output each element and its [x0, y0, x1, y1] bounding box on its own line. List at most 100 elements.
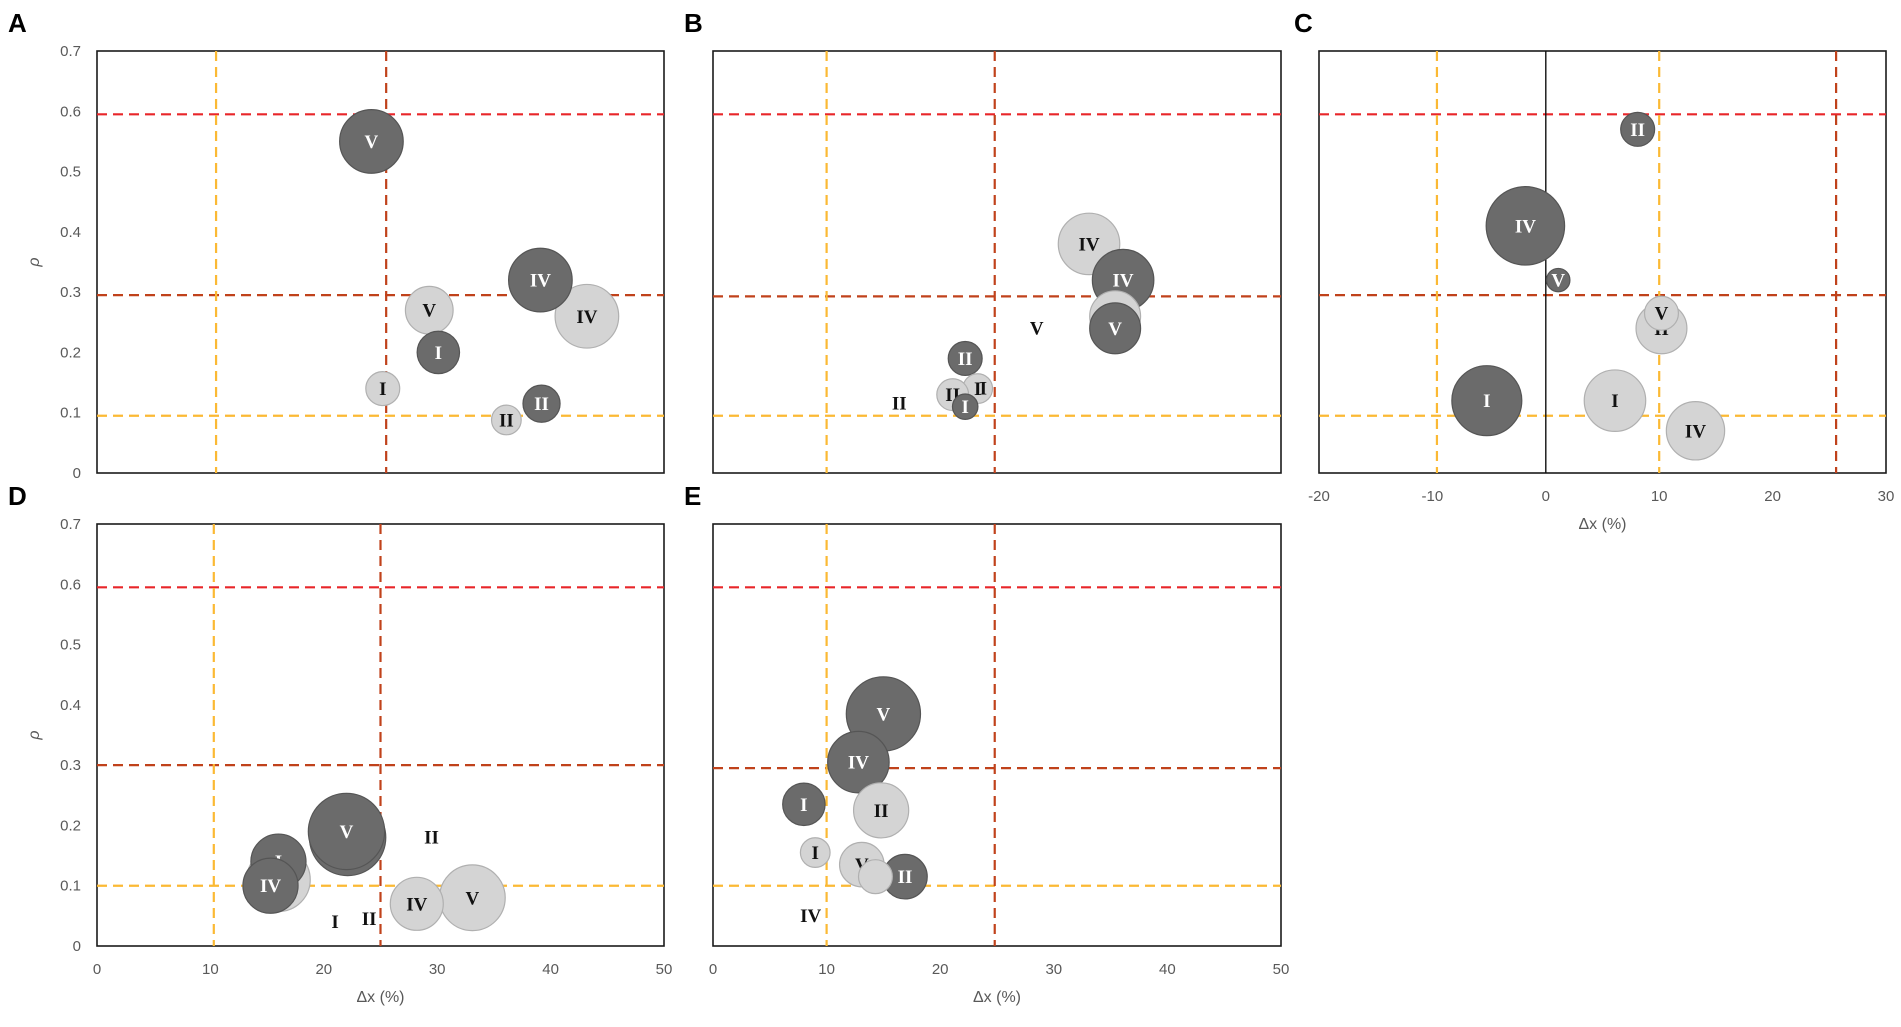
x-tick-label: 0: [93, 961, 101, 978]
y-tick-label: 0.7: [60, 43, 81, 60]
callouts: III II: [331, 827, 438, 932]
bubble-label: V: [877, 704, 891, 725]
bubble-label: V: [365, 132, 379, 153]
bubble-label: V: [340, 822, 354, 843]
callout-label: V: [1030, 318, 1044, 339]
bubble-light: [857, 859, 894, 895]
bubbles: VIVIIIIVII: [782, 676, 928, 900]
callout-label: I: [980, 379, 987, 400]
bubble-dark: [1485, 186, 1566, 266]
bubble-label: V: [1108, 319, 1122, 340]
plot-frame: [712, 50, 1282, 474]
bubble-light: [389, 876, 444, 931]
panel-letter: D: [8, 481, 27, 511]
bubble-label: I: [961, 397, 968, 418]
y-tick-label: 0.1: [60, 405, 81, 422]
x-tick-label: 50: [656, 961, 673, 978]
x-tick-label: 10: [1651, 488, 1668, 505]
y-tick-label: 0: [73, 938, 81, 955]
bubble-dark: [307, 792, 386, 871]
x-tick-label: 40: [542, 961, 559, 978]
callout-label: II: [424, 827, 439, 848]
bubble-label: IV: [1685, 421, 1706, 442]
bubble-label: V: [422, 301, 436, 322]
panel-b: BIVIVVVIIIIIIVIII: [684, 8, 1282, 474]
callouts: IV: [800, 906, 821, 927]
bubble-label: V: [1551, 271, 1565, 292]
y-tick-label: 0.2: [60, 817, 81, 834]
bubble-light: [1643, 295, 1680, 331]
x-axis-title: Δx (%): [973, 989, 1021, 1006]
bubble-dark: [947, 340, 983, 377]
bubble-dark: [522, 384, 561, 423]
bubble-light: [1665, 401, 1726, 461]
plot-frame: [712, 523, 1282, 947]
bubble-label: II: [898, 867, 913, 888]
y-tick-label: 0.2: [60, 344, 81, 361]
bubble-label: IV: [530, 271, 551, 292]
bubble-label: I: [379, 379, 386, 400]
bubble-label: I: [1483, 391, 1490, 412]
bubble-label: I: [435, 343, 442, 364]
bubble-label: V: [1655, 304, 1669, 325]
x-tick-label: 20: [1764, 488, 1781, 505]
y-tick-label: 0.6: [60, 576, 81, 593]
y-tick-label: 0.5: [60, 164, 81, 181]
bubble-light: [1583, 369, 1647, 432]
x-tick-label: -20: [1308, 488, 1330, 505]
bubble-dark: [507, 247, 573, 313]
bubbles: IVIVVVIIIIII: [936, 212, 1155, 421]
panel-letter: E: [684, 481, 701, 511]
reference-lines: [713, 51, 1281, 473]
x-tick-label: 20: [315, 961, 332, 978]
y-tick-labels: 0 0.1 0.2 0.3 0.4 0.5 0.6 0.7: [60, 516, 81, 955]
bubble-dark: [1546, 267, 1571, 293]
x-tick-label: 20: [932, 961, 949, 978]
y-axis-title: ρ: [26, 257, 43, 267]
x-tick-label: 10: [818, 961, 835, 978]
bubble-label: I: [1611, 391, 1618, 412]
x-tick-label: 30: [429, 961, 446, 978]
bubble-label: I: [800, 795, 807, 816]
bubble-dark: [416, 330, 461, 375]
callout-label: II: [892, 394, 907, 415]
bubble-label: I: [974, 379, 981, 400]
bubble-label: II: [1630, 120, 1645, 141]
y-tick-label: 0: [73, 465, 81, 482]
x-tick-labels: 0 10 20 30 40 50: [93, 961, 673, 978]
bubble-label: IV: [260, 876, 281, 897]
y-axis-title: ρ: [26, 730, 43, 740]
y-tick-label: 0.4: [60, 224, 81, 241]
bubble-label: IV: [1078, 234, 1099, 255]
bubble-dark: [1620, 111, 1656, 147]
panel-letter: B: [684, 8, 703, 38]
reference-lines: [97, 524, 664, 946]
y-tick-label: 0.1: [60, 878, 81, 895]
bubble-label: IV: [1113, 271, 1134, 292]
x-tick-label: 40: [1159, 961, 1176, 978]
bubble-label: IV: [406, 894, 427, 915]
x-tick-label: 0: [1542, 488, 1550, 505]
bubble-label: IV: [848, 753, 869, 774]
y-tick-label: 0.5: [60, 637, 81, 654]
bubble-light: [365, 371, 401, 407]
panel-d: D 0 0.1 0.2 0.3 0.4 0.5 0.6 0.7 0 10 20 30 40 50 ρ Δx (%…: [8, 481, 672, 1006]
x-tick-labels: 0 10 20 30 40 50: [709, 961, 1290, 978]
y-tick-label: 0.3: [60, 757, 81, 774]
x-tick-label: 30: [1045, 961, 1062, 978]
panel-letter: C: [1294, 8, 1313, 38]
x-axis-title: Δx (%): [1578, 516, 1626, 533]
y-tick-labels: 0 0.1 0.2 0.3 0.4 0.5 0.6 0.7: [60, 43, 81, 482]
bubble-label: II: [534, 394, 549, 415]
bubble-dark: [951, 393, 979, 421]
x-axis-title: Δx (%): [356, 989, 404, 1006]
bubble-label: IV: [1515, 216, 1536, 237]
bubble-label: IV: [576, 307, 597, 328]
